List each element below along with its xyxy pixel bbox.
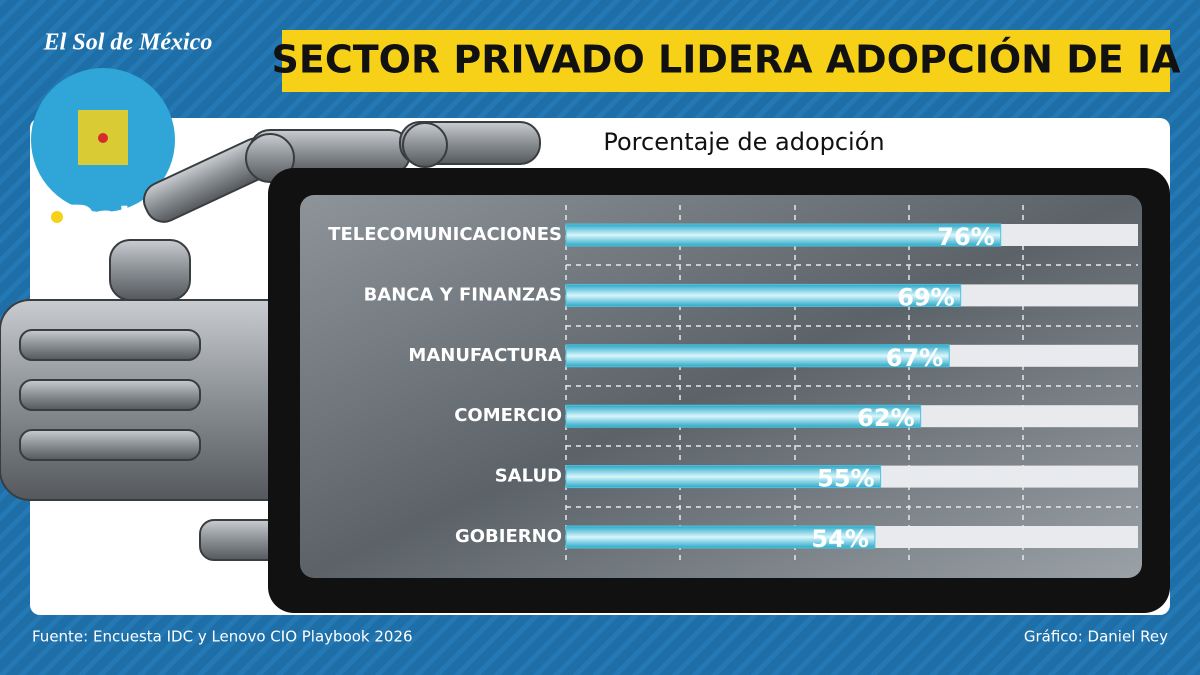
credit: Gráfico: Daniel Rey	[1024, 628, 1168, 646]
value-label: 55%	[817, 465, 874, 493]
bar	[565, 525, 876, 549]
bar	[565, 223, 1002, 247]
category-label: TELECOMUNICACIONES	[328, 224, 562, 245]
source: Fuente: Encuesta IDC y Lenovo CIO Playbo…	[32, 628, 413, 646]
bar	[565, 404, 922, 428]
logo-dot	[98, 133, 108, 143]
chart-subtitle: Porcentaje de adopción	[603, 128, 884, 156]
value-label: 76%	[937, 223, 994, 251]
title-box	[282, 30, 1170, 92]
badge: Data	[67, 199, 157, 239]
bar	[565, 465, 882, 489]
category-label: MANUFACTURA	[408, 345, 562, 366]
value-label: 54%	[811, 525, 868, 553]
value-label: 62%	[857, 404, 914, 432]
chart-title: SECTOR PRIVADO LIDERA ADOPCIÓN DE IA	[272, 38, 1182, 82]
value-label: 67%	[886, 344, 943, 372]
category-label: SALUD	[495, 466, 562, 487]
value-label: 69%	[897, 283, 954, 311]
badge-dot	[51, 211, 63, 223]
brand: El Sol de México	[43, 30, 213, 56]
robot-hand	[0, 121, 541, 561]
category-label: BANCA Y FINANZAS	[364, 284, 562, 305]
category-label: COMERCIO	[454, 405, 562, 426]
bar	[565, 283, 962, 307]
bar	[565, 344, 950, 368]
category-label: GOBIERNO	[455, 526, 562, 547]
